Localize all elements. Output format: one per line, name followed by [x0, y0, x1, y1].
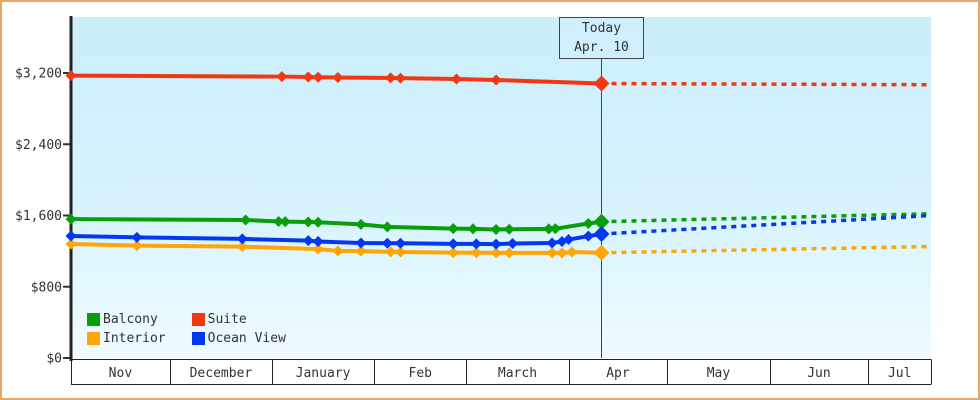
month-label: Feb	[409, 366, 433, 381]
series-marker-balcony	[65, 213, 77, 225]
series-marker-balcony	[543, 223, 555, 235]
series-marker-ocean-view	[582, 230, 594, 242]
series-marker-interior	[470, 247, 482, 259]
series-marker-balcony	[503, 223, 515, 235]
series-projection-interior	[601, 244, 932, 255]
series-marker-interior	[593, 244, 610, 261]
series-marker-ocean-view	[65, 230, 77, 242]
series-marker-ocean-view	[302, 235, 314, 247]
month-label: Jun	[807, 366, 830, 381]
series-marker-interior	[385, 246, 397, 258]
legend-item-interior: Interior	[87, 331, 166, 346]
series-marker-balcony	[240, 214, 252, 226]
series-marker-balcony	[302, 216, 314, 228]
series-marker-ocean-view	[131, 231, 143, 243]
series-marker-suite	[65, 70, 77, 82]
today-date-label: Apr. 10	[574, 40, 629, 55]
series-marker-interior	[355, 245, 367, 257]
legend-item-balcony: Balcony	[87, 312, 166, 327]
series-marker-suite	[490, 74, 502, 86]
series-marker-suite	[385, 72, 397, 84]
series-marker-balcony	[355, 218, 367, 230]
series-marker-interior	[65, 238, 77, 250]
series-marker-ocean-view	[381, 237, 393, 249]
y-tick-label: $1,600	[15, 209, 62, 224]
plot-area	[71, 17, 931, 358]
series-marker-interior	[447, 247, 459, 259]
series-marker-ocean-view	[395, 237, 407, 249]
today-annotation: Today Apr. 10	[559, 17, 644, 59]
series-marker-balcony	[593, 213, 610, 230]
legend-label-ocean-view: Ocean View	[207, 331, 286, 346]
month-label: March	[498, 366, 537, 381]
series-projection-balcony	[601, 211, 932, 224]
month-label: Jul	[888, 366, 911, 381]
series-marker-interior	[503, 247, 515, 259]
legend-label-suite: Suite	[207, 312, 247, 327]
legend-label-interior: Interior	[103, 331, 166, 346]
series-marker-interior	[546, 247, 558, 259]
legend-swatch-suite	[191, 313, 205, 326]
series-marker-ocean-view	[312, 236, 324, 248]
series-marker-interior	[395, 246, 407, 258]
series-marker-balcony	[582, 218, 594, 230]
month-label: January	[296, 366, 351, 381]
series-marker-suite	[451, 73, 463, 85]
legend-swatch-interior	[87, 332, 100, 345]
series-marker-ocean-view	[546, 237, 558, 249]
series-marker-interior	[490, 247, 502, 259]
y-tick-label: $800	[31, 280, 62, 295]
legend-swatch-balcony	[87, 313, 100, 326]
series-line-ocean-view	[69, 232, 604, 247]
series-marker-balcony	[381, 221, 393, 233]
series-marker-interior	[236, 241, 248, 253]
legend-label-balcony: Balcony	[103, 312, 158, 327]
series-marker-suite	[302, 71, 314, 83]
y-tick-label: $3,200	[15, 67, 62, 82]
series-marker-ocean-view	[563, 234, 575, 246]
series-marker-interior	[556, 247, 568, 259]
legend-item-ocean-view: Ocean View	[191, 331, 286, 346]
legend-swatch-ocean-view	[191, 332, 205, 345]
series-marker-suite	[593, 75, 610, 92]
y-tick-label: $0	[46, 352, 62, 367]
month-label: Apr	[606, 366, 630, 381]
month-label: May	[707, 366, 731, 381]
series-marker-balcony	[467, 223, 479, 235]
series-marker-ocean-view	[470, 238, 482, 250]
series-marker-balcony	[279, 216, 291, 228]
today-label: Today	[581, 21, 622, 36]
series-marker-ocean-view	[355, 237, 367, 249]
y-tick-label: $2,400	[15, 138, 62, 153]
series-marker-balcony	[273, 215, 285, 227]
series-projection-suite	[601, 81, 932, 87]
series-marker-balcony	[447, 223, 459, 235]
series-marker-suite	[332, 71, 344, 83]
series-marker-interior	[131, 240, 143, 252]
series-marker-balcony	[312, 216, 324, 228]
month-label: December	[190, 366, 253, 381]
legend: Balcony Suite Interior Ocean View	[87, 312, 286, 346]
series-marker-ocean-view	[447, 238, 459, 250]
legend-item-suite: Suite	[191, 312, 286, 327]
series-marker-suite	[395, 72, 407, 84]
series-marker-ocean-view	[490, 238, 502, 250]
series-marker-ocean-view	[236, 233, 248, 245]
series-marker-interior	[332, 245, 344, 257]
series-line-suite	[69, 73, 604, 86]
series-marker-interior	[312, 243, 324, 255]
series-marker-ocean-view	[507, 237, 519, 249]
series-marker-ocean-view	[593, 226, 610, 243]
series-marker-balcony	[490, 223, 502, 235]
series-marker-suite	[312, 71, 324, 83]
series-line-balcony	[69, 217, 604, 232]
series-marker-suite	[276, 71, 288, 83]
month-label: Nov	[109, 366, 133, 381]
series-marker-balcony	[549, 223, 561, 235]
series-marker-interior	[566, 246, 578, 258]
